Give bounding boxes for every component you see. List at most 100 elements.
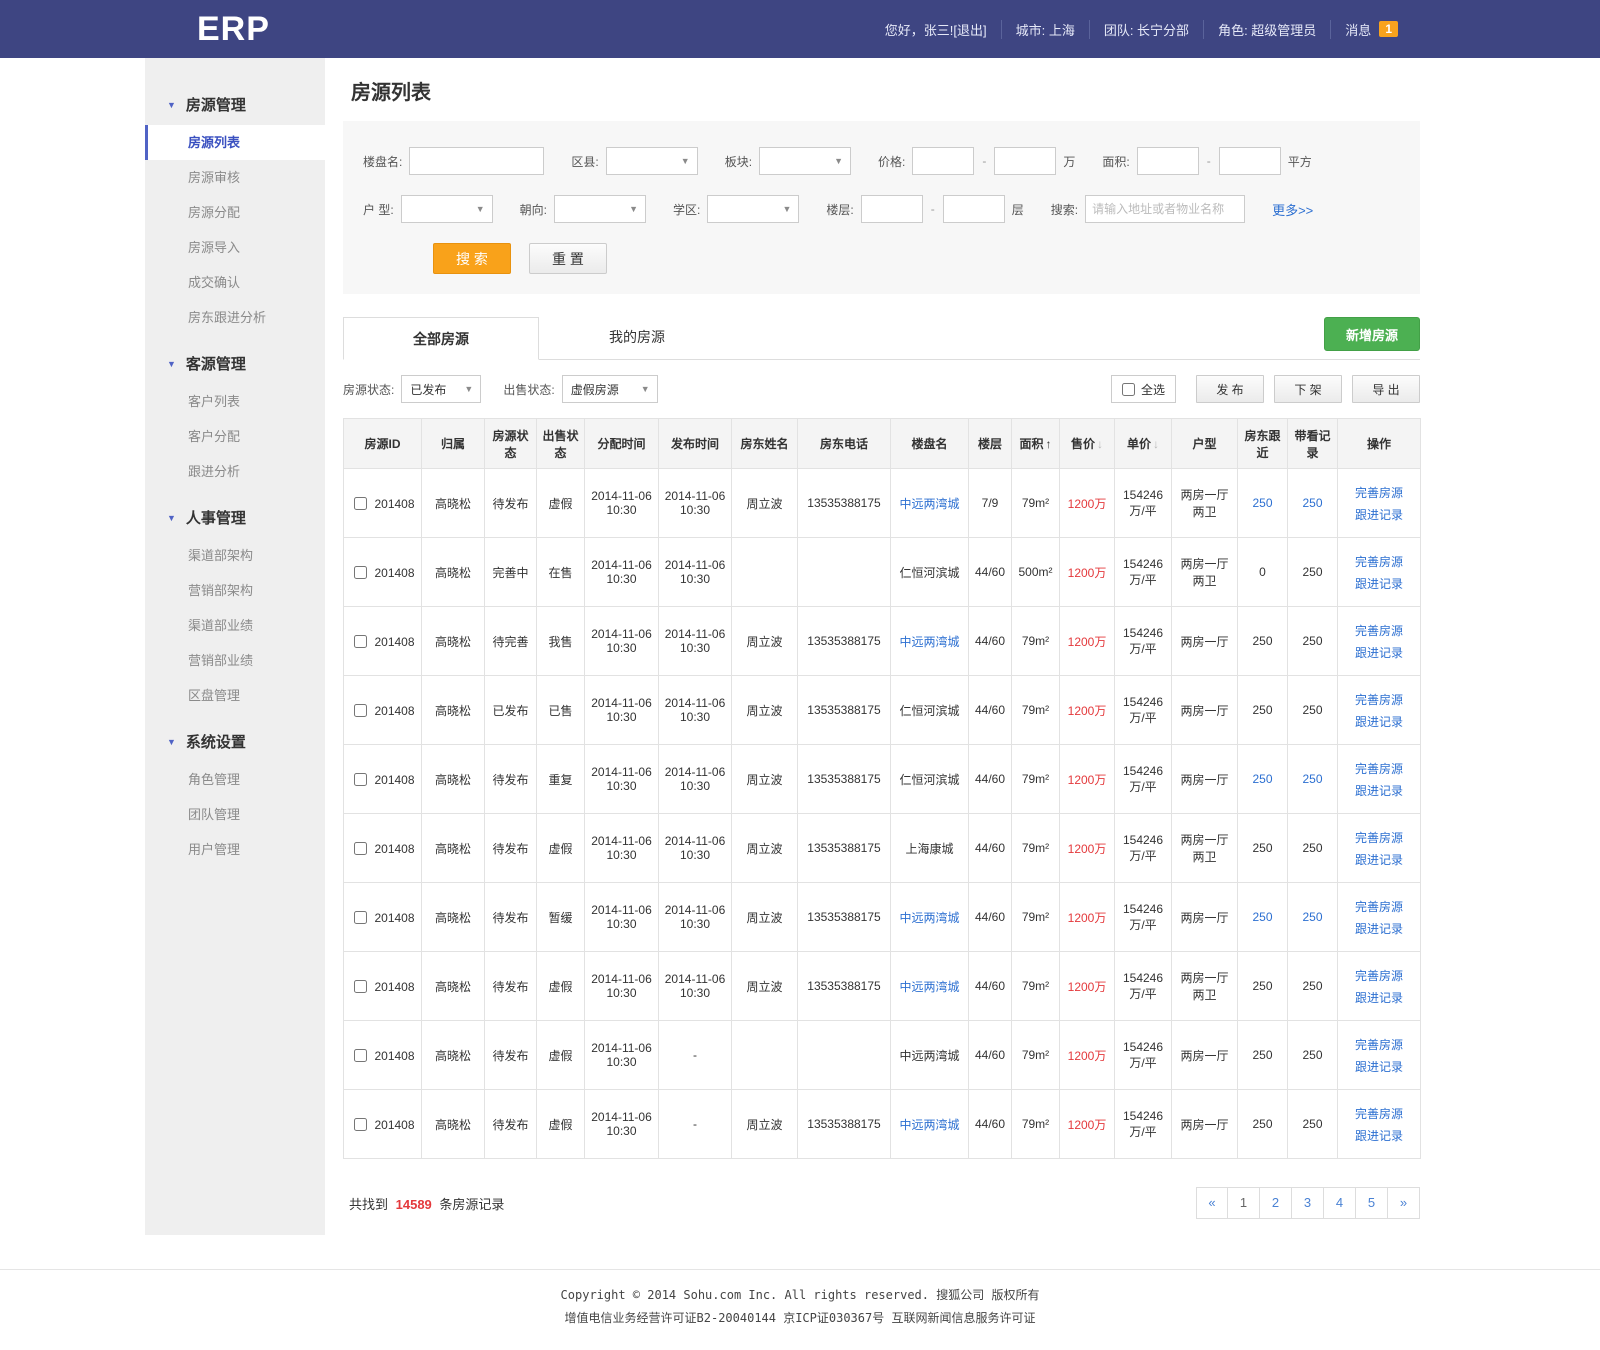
column-header[interactable]: 带看记录 [1287,418,1338,469]
export-button[interactable]: 导 出 [1352,375,1420,403]
row-checkbox[interactable] [354,1048,368,1062]
follow-record-link[interactable]: 跟进记录 [1354,645,1403,660]
more-filters-link[interactable]: 更多>> [1272,202,1314,218]
row-checkbox[interactable] [354,1117,368,1131]
sidebar-item[interactable]: 渠道部业绩 [188,618,254,633]
building-name-input[interactable] [409,147,545,175]
column-header[interactable]: 售价 ↓ [1059,418,1115,469]
column-header[interactable]: 房源状态 [484,418,537,469]
layout-select[interactable]: ▼ [400,195,493,223]
pagination-item[interactable]: « [1196,1187,1228,1219]
sidebar-item[interactable]: 用户管理 [188,842,241,857]
block-select[interactable]: ▼ [759,147,852,175]
sidebar-item[interactable]: 区盘管理 [188,688,241,703]
floor-min-input[interactable] [860,195,923,223]
pagination-item[interactable]: 4 [1324,1187,1356,1219]
district-select[interactable]: ▼ [605,147,698,175]
sort-down-icon[interactable]: ↓ [1153,437,1159,451]
column-header[interactable]: 房源ID [343,418,422,469]
school-district-select[interactable]: ▼ [707,195,800,223]
follow-record-link[interactable]: 跟进记录 [1354,714,1403,729]
sidebar-item[interactable]: 营销部架构 [188,583,254,598]
sidebar-item[interactable]: 房源分配 [188,205,241,220]
follow-record-link[interactable]: 跟进记录 [1354,1059,1403,1074]
complete-listing-link[interactable]: 完善房源 [1354,899,1403,914]
messages-link[interactable]: 消息 1 [1330,19,1412,39]
area-max-input[interactable] [1218,147,1281,175]
follow-record-link[interactable]: 跟进记录 [1354,990,1403,1005]
message-count-badge[interactable]: 1 [1379,21,1398,37]
sidebar-item[interactable]: 团队管理 [188,807,241,822]
sidebar-section-title[interactable]: ▼ 人事管理 [145,489,325,538]
sidebar-section-title[interactable]: ▼ 客源管理 [145,335,325,384]
follow-record-link[interactable]: 跟进记录 [1354,852,1403,867]
column-header[interactable]: 分配时间 [584,418,659,469]
follow-count-link[interactable]: 250 [1252,496,1273,510]
tab-inactive[interactable]: 我的房源 [609,329,665,345]
follow-count-link[interactable]: 250 [1252,910,1273,924]
team-selector[interactable]: 团队: 长宁分部 [1088,19,1203,39]
sidebar-item[interactable]: 营销部业绩 [188,653,254,668]
row-checkbox[interactable] [354,979,368,993]
sort-up-icon[interactable]: ↑ [1045,437,1052,451]
sidebar-item[interactable]: 客户分配 [188,429,241,444]
complete-listing-link[interactable]: 完善房源 [1354,761,1403,776]
orientation-select[interactable]: ▼ [554,195,647,223]
tab-active[interactable]: 全部房源 [343,317,539,360]
complete-listing-link[interactable]: 完善房源 [1354,1106,1403,1121]
sidebar-item[interactable]: 成交确认 [188,275,241,290]
sidebar-item[interactable]: 房东跟进分析 [188,310,267,325]
building-link[interactable]: 中远两湾城 [899,634,960,649]
building-link[interactable]: 中远两湾城 [899,496,960,511]
search-button[interactable]: 搜 索 [433,243,511,274]
publish-button[interactable]: 发 布 [1196,375,1264,403]
city-selector[interactable]: 城市: 上海 [1000,19,1089,39]
follow-record-link[interactable]: 跟进记录 [1354,921,1403,936]
follow-record-link[interactable]: 跟进记录 [1354,1128,1403,1143]
sale-status-select[interactable]: 虚假房源 ▼ [561,375,658,403]
column-header[interactable]: 房东电话 [797,418,891,469]
offline-button[interactable]: 下 架 [1274,375,1342,403]
price-max-input[interactable] [994,147,1057,175]
row-checkbox[interactable] [354,703,368,717]
sidebar-item-active[interactable]: 房源列表 [145,125,325,160]
follow-count-link[interactable]: 250 [1252,772,1273,786]
row-checkbox[interactable] [354,910,368,924]
complete-listing-link[interactable]: 完善房源 [1354,968,1403,983]
sidebar-item[interactable]: 渠道部架构 [188,548,254,563]
column-header[interactable]: 出售状态 [536,418,585,469]
building-link[interactable]: 中远两湾城 [899,910,960,925]
follow-record-link[interactable]: 跟进记录 [1354,783,1403,798]
row-checkbox[interactable] [354,565,368,579]
row-checkbox[interactable] [354,841,368,855]
column-header[interactable]: 房东跟近 [1237,418,1288,469]
complete-listing-link[interactable]: 完善房源 [1354,692,1403,707]
follow-record-link[interactable]: 跟进记录 [1354,507,1403,522]
column-header[interactable]: 单价 ↓ [1114,418,1172,469]
sort-down-icon[interactable]: ↓ [1097,437,1103,451]
view-count-link[interactable]: 250 [1302,496,1323,510]
column-header[interactable]: 楼层 [968,418,1012,469]
building-link[interactable]: 中远两湾城 [899,1117,960,1132]
complete-listing-link[interactable]: 完善房源 [1354,1037,1403,1052]
sidebar-section-title[interactable]: ▼ 房源管理 [145,76,325,125]
column-header[interactable]: 户型 [1171,418,1238,469]
follow-record-link[interactable]: 跟进记录 [1354,576,1403,591]
add-listing-button[interactable]: 新增房源 [1324,317,1420,351]
reset-button[interactable]: 重 置 [529,243,607,274]
complete-listing-link[interactable]: 完善房源 [1354,623,1403,638]
price-min-input[interactable] [912,147,975,175]
pagination-item[interactable]: 1 [1228,1187,1260,1219]
view-count-link[interactable]: 250 [1302,772,1323,786]
row-checkbox[interactable] [354,634,368,648]
complete-listing-link[interactable]: 完善房源 [1354,830,1403,845]
row-checkbox[interactable] [354,772,368,786]
pagination-item[interactable]: 5 [1356,1187,1388,1219]
select-all-checkbox[interactable] [1121,382,1135,396]
sidebar-section-title[interactable]: ▼ 系统设置 [145,713,325,762]
complete-listing-link[interactable]: 完善房源 [1354,554,1403,569]
area-min-input[interactable] [1136,147,1199,175]
select-all-toggle[interactable]: 全选 [1110,375,1176,403]
sidebar-item[interactable]: 房源导入 [188,240,241,255]
pagination-item[interactable]: 3 [1292,1187,1324,1219]
